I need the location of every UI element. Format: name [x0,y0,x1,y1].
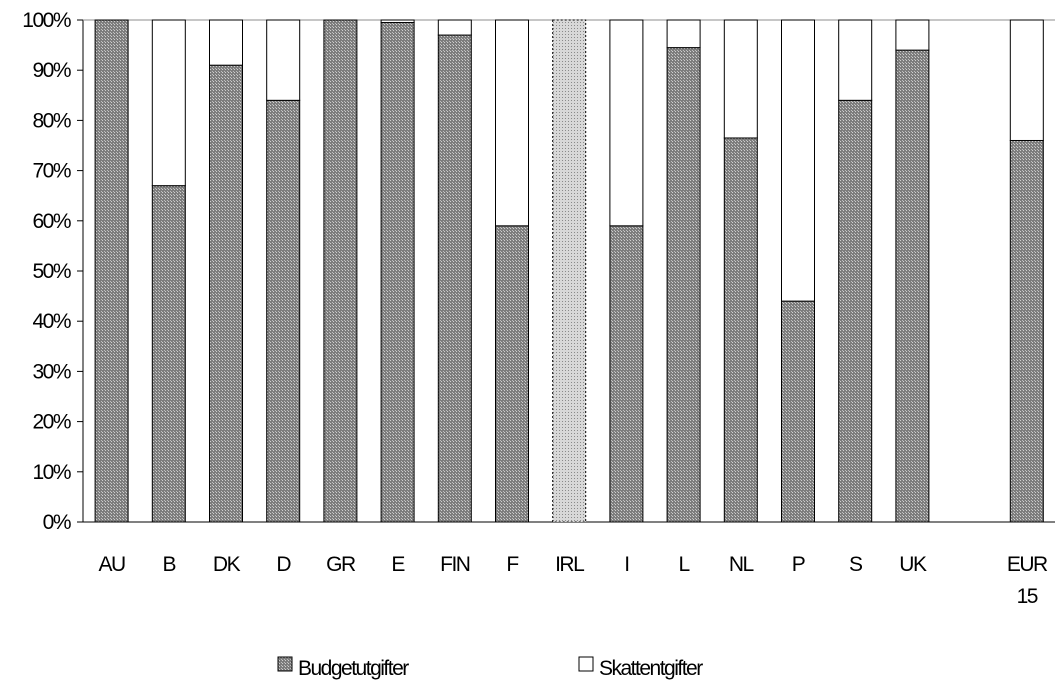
x-category-label: B [163,553,176,576]
x-category-label: NL [729,553,754,576]
x-category-label: P [792,553,805,576]
x-category-label: IRL [555,553,584,576]
x-category-label: GR [326,553,356,576]
x-category-label: D [276,553,291,576]
x-category-label: I [624,553,628,576]
bar-budgetutgifter [380,22,415,523]
bar-budgetutgifter [94,19,129,523]
bar-budgetutgifter [838,99,873,523]
bar-skattentgifter [609,19,644,227]
x-category-label: DK [213,553,241,576]
y-tick-label: 30% [32,360,70,383]
x-category-label: EUR [1007,553,1048,576]
y-axis-ticks: 0% 10% 20% 30% 40% 50% 60% 70% 80% 90% 100% [22,9,83,534]
x-category-label: 15 [1017,585,1038,608]
bar-budgetutgifter [552,19,587,523]
bar-budgetutgifter [209,64,243,523]
bar-budgetutgifter [437,34,472,523]
y-tick-label: 20% [32,411,70,434]
bar-budgetutgifter [266,99,301,523]
bars-group [94,19,1044,523]
bar-budgetutgifter [666,47,701,523]
legend: Budgetutgifter Skattentgifter [277,656,705,680]
legend-label: Skattentgifter [599,657,703,680]
y-tick-label: 70% [32,160,70,183]
x-category-label: S [849,553,863,576]
bar-skattentgifter [209,19,243,66]
bar-skattentgifter [266,19,301,101]
legend-swatch-skattentgifter [578,656,594,672]
y-tick-label: 90% [32,59,70,82]
bar-budgetutgifter [609,225,644,523]
x-category-label: UK [899,553,927,576]
bar-skattentgifter [666,19,701,49]
y-tick-label: 60% [32,210,70,233]
bar-skattentgifter [151,19,186,187]
legend-label: Budgetutgifter [298,657,409,680]
x-category-label: E [391,553,405,576]
x-category-label: FIN [440,553,470,576]
bar-budgetutgifter [151,185,186,523]
bar-skattentgifter [838,19,873,101]
legend-swatch-budgetutgifter [277,656,293,672]
bar-budgetutgifter [723,137,758,523]
y-tick-label: 80% [32,109,70,132]
bar-skattentgifter [380,19,415,24]
bar-skattentgifter [895,19,930,51]
bar-skattentgifter [1009,19,1044,141]
bar-budgetutgifter [781,300,815,523]
bar-budgetutgifter [495,225,529,523]
y-tick-label: 100% [22,9,71,32]
y-tick-label: 40% [32,310,70,333]
y-tick-label: 0% [43,511,71,534]
x-category-label: F [506,553,518,576]
bar-budgetutgifter [1009,139,1044,523]
y-tick-label: 50% [32,260,70,283]
bar-skattentgifter [781,19,815,302]
bar-budgetutgifter [895,49,930,523]
bar-skattentgifter [437,19,472,36]
bar-budgetutgifter [323,19,358,523]
x-category-label: AU [99,553,126,576]
y-tick-label: 10% [32,461,70,484]
x-category-label: L [679,553,690,576]
bar-skattentgifter [495,19,529,227]
x-axis-labels: AU B DK D GR E FIN F IRL I L NL P S UK EUR 15 [99,553,1050,608]
bar-skattentgifter [723,19,758,139]
